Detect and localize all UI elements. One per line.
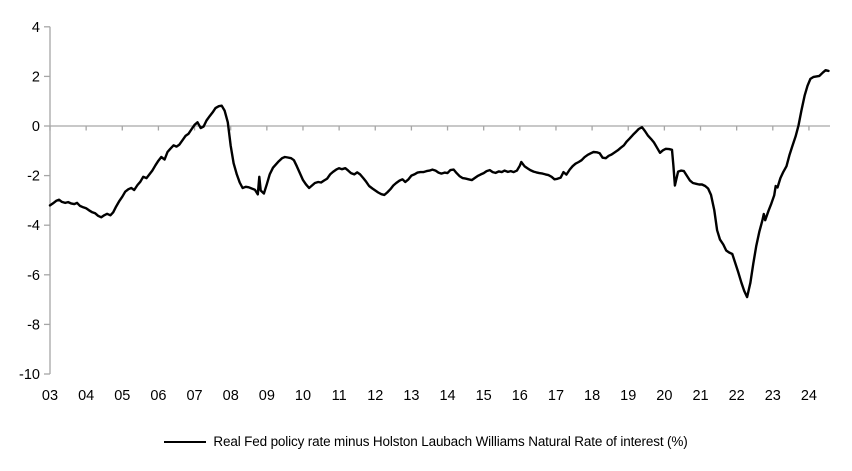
legend: Real Fed policy rate minus Holston Lauba…: [0, 434, 852, 449]
series-line: [48, 69, 830, 299]
x-tick-label: 03: [42, 388, 58, 404]
x-tick-label: 17: [548, 388, 564, 404]
x-tick-label: 06: [150, 388, 166, 404]
x-tick-label: 22: [729, 388, 745, 404]
x-tick-label: 13: [403, 388, 419, 404]
legend-line-swatch: [164, 440, 207, 443]
x-tick-label: 14: [439, 388, 455, 404]
y-tick-label: 0: [32, 119, 40, 135]
x-tick-label: 05: [114, 388, 130, 404]
x-tick-label: 09: [259, 388, 275, 404]
x-tick-label: 19: [620, 388, 636, 404]
x-tick-label: 12: [367, 388, 383, 404]
y-tick-label: -8: [27, 317, 40, 333]
y-tick-label: -6: [27, 268, 40, 284]
x-tick-label: 24: [801, 388, 817, 404]
y-tick-label: -2: [27, 169, 40, 185]
y-tick-label: 4: [32, 20, 40, 36]
x-tick-label: 07: [186, 388, 202, 404]
x-tick-label: 23: [765, 388, 781, 404]
y-tick-label: 2: [32, 69, 40, 85]
y-tick-label: -4: [27, 218, 40, 234]
x-tick-label: 16: [512, 388, 528, 404]
x-tick-label: 20: [656, 388, 672, 404]
x-tick-label: 08: [223, 388, 239, 404]
x-tick-label: 18: [584, 388, 600, 404]
x-tick-label: 15: [476, 388, 492, 404]
x-tick-label: 11: [332, 388, 347, 404]
legend-label: Real Fed policy rate minus Holston Lauba…: [213, 434, 688, 449]
x-tick-label: 10: [295, 388, 311, 404]
y-tick-label: -10: [19, 367, 40, 383]
x-tick-label: 04: [78, 388, 94, 404]
x-tick-label: 21: [692, 388, 708, 404]
